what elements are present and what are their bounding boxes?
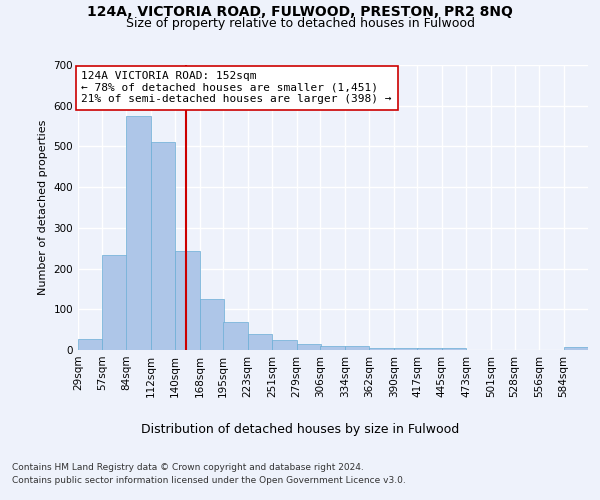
Text: Contains HM Land Registry data © Crown copyright and database right 2024.: Contains HM Land Registry data © Crown c… [12,462,364,471]
Bar [126,116,151,350]
Bar [200,299,224,350]
Bar [223,322,248,350]
Bar [442,348,466,350]
Bar [394,348,418,350]
Bar [296,344,321,350]
Bar [563,346,588,350]
Text: Contains public sector information licensed under the Open Government Licence v3: Contains public sector information licen… [12,476,406,485]
Bar [248,334,272,350]
Bar [78,339,103,350]
Bar [320,346,345,350]
Bar [370,348,394,350]
Text: 124A VICTORIA ROAD: 152sqm
← 78% of detached houses are smaller (1,451)
21% of s: 124A VICTORIA ROAD: 152sqm ← 78% of deta… [82,71,392,104]
Bar [175,250,200,350]
Text: 124A, VICTORIA ROAD, FULWOOD, PRESTON, PR2 8NQ: 124A, VICTORIA ROAD, FULWOOD, PRESTON, P… [87,5,513,19]
Bar [151,142,175,350]
Bar [345,346,370,350]
Bar [103,255,127,350]
Y-axis label: Number of detached properties: Number of detached properties [38,120,48,295]
Bar [418,348,442,350]
Text: Size of property relative to detached houses in Fulwood: Size of property relative to detached ho… [125,18,475,30]
Text: Distribution of detached houses by size in Fulwood: Distribution of detached houses by size … [141,422,459,436]
Bar [272,340,296,350]
